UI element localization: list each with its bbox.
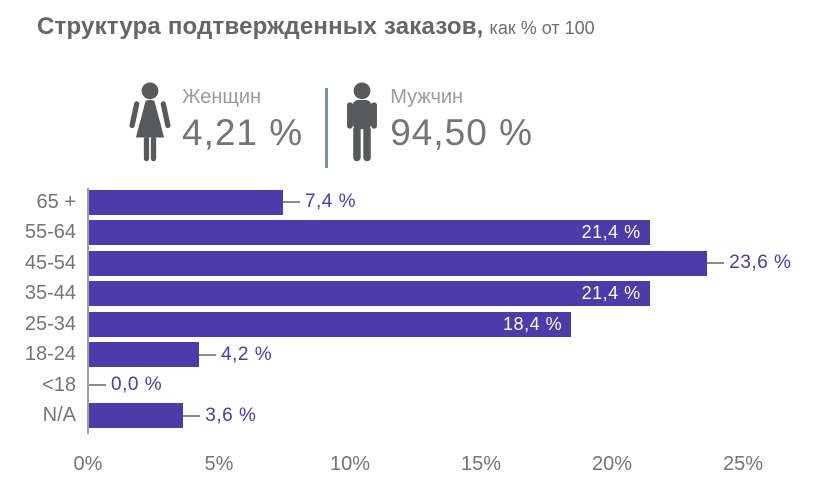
- female-label: Женщин: [182, 86, 262, 108]
- bar-value-label: 23,6 %: [729, 252, 792, 274]
- y-axis-label: N/A: [42, 404, 76, 427]
- x-axis-tick-label: 25%: [722, 453, 764, 475]
- bar-row: 25-34 18,4 %: [0, 309, 816, 340]
- bar[interactable]: [89, 250, 708, 276]
- bar-row: N/A 3,6 %: [0, 401, 816, 432]
- bar-zone: 21,4 %: [89, 279, 816, 310]
- female-value: 4,21 %: [182, 112, 304, 153]
- value-connector-line: [282, 201, 300, 204]
- bar-row: 45-54 23,6 %: [0, 248, 816, 279]
- y-axis-label: <18: [42, 373, 76, 396]
- bar-value-label: 18,4 %: [503, 313, 563, 334]
- bar-zone: 7,4 %: [89, 187, 816, 218]
- chart-title-main: Структура подтвержденных заказов,: [37, 13, 484, 40]
- divider: [325, 88, 329, 168]
- female-stat-text: Женщин 4,21 %: [182, 82, 303, 154]
- bar-value-label: 3,6 %: [205, 404, 257, 426]
- bar-zone: 18,4 %: [89, 309, 816, 340]
- x-axis-tick-label: 10%: [329, 453, 371, 475]
- bar[interactable]: [89, 189, 283, 215]
- bar-row: 18-24 4,2 %: [0, 340, 816, 371]
- bar-zone: 3,6 %: [89, 401, 816, 432]
- bar-zone: 21,4 %: [89, 218, 816, 249]
- y-axis-label: 35-44: [24, 282, 76, 305]
- gender-summary: Женщин 4,21 % Мужчин 94,50 %: [126, 82, 533, 170]
- bar-row: <18 0,0 %: [0, 370, 816, 401]
- bar-value-label: 21,4 %: [581, 222, 641, 243]
- bar-zone: 23,6 %: [89, 248, 816, 279]
- bar-value-label: 0,0 %: [111, 374, 163, 396]
- bar[interactable]: 18,4 %: [89, 311, 572, 337]
- x-axis-tick-label: 5%: [204, 453, 234, 475]
- female-stat: Женщин 4,21 %: [126, 82, 303, 170]
- value-connector-line: [183, 414, 201, 417]
- bar-row: 35-44 21,4 %: [0, 279, 816, 310]
- bar-zone: 0,0 %: [89, 370, 816, 401]
- bar-row: 55-64 21,4 %: [0, 218, 816, 249]
- bar-row: 65 + 7,4 %: [0, 187, 816, 218]
- value-connector-line: [707, 262, 725, 265]
- value-connector-line: [199, 353, 216, 356]
- y-axis-label: 65 +: [36, 190, 76, 213]
- x-axis-tick-label: 0%: [73, 453, 103, 475]
- value-connector-line: [89, 384, 106, 387]
- x-axis-ticks: 0% 5% 10% 15% 20% 25%: [0, 453, 816, 477]
- y-axis-label: 18-24: [24, 343, 76, 366]
- y-axis-label: 25-34: [24, 312, 76, 335]
- x-axis-tick-label: 15%: [460, 453, 502, 475]
- y-axis-label: 45-54: [24, 251, 76, 274]
- bar[interactable]: [89, 342, 199, 368]
- y-axis-line: [87, 188, 89, 434]
- bar-value-label: 21,4 %: [581, 283, 641, 304]
- bar[interactable]: [89, 403, 184, 429]
- bar-zone: 4,2 %: [89, 340, 816, 371]
- bar[interactable]: 21,4 %: [89, 220, 650, 246]
- bar-value-label: 7,4 %: [304, 191, 356, 213]
- x-axis-tick-label: 20%: [591, 453, 633, 475]
- bar[interactable]: 21,4 %: [89, 281, 650, 307]
- bar-chart: 65 + 7,4 % 55-64 21,4 % 45-54 23,6 % 35-44 21,4…: [0, 187, 816, 475]
- male-label: Мужчин: [390, 86, 464, 108]
- male-stat: Мужчин 94,50 %: [342, 82, 533, 170]
- man-icon: [347, 82, 378, 162]
- bar-rows: 65 + 7,4 % 55-64 21,4 % 45-54 23,6 % 35-44 21,4…: [0, 187, 816, 431]
- male-value: 94,50 %: [390, 112, 533, 153]
- woman-icon: [129, 82, 171, 162]
- chart-title: Структура подтвержденных заказов, как % о…: [37, 13, 595, 41]
- male-stat-text: Мужчин 94,50 %: [390, 82, 533, 154]
- chart-title-subtitle: как % от 100: [489, 18, 595, 38]
- y-axis-label: 55-64: [24, 221, 76, 244]
- bar-value-label: 4,2 %: [221, 343, 273, 365]
